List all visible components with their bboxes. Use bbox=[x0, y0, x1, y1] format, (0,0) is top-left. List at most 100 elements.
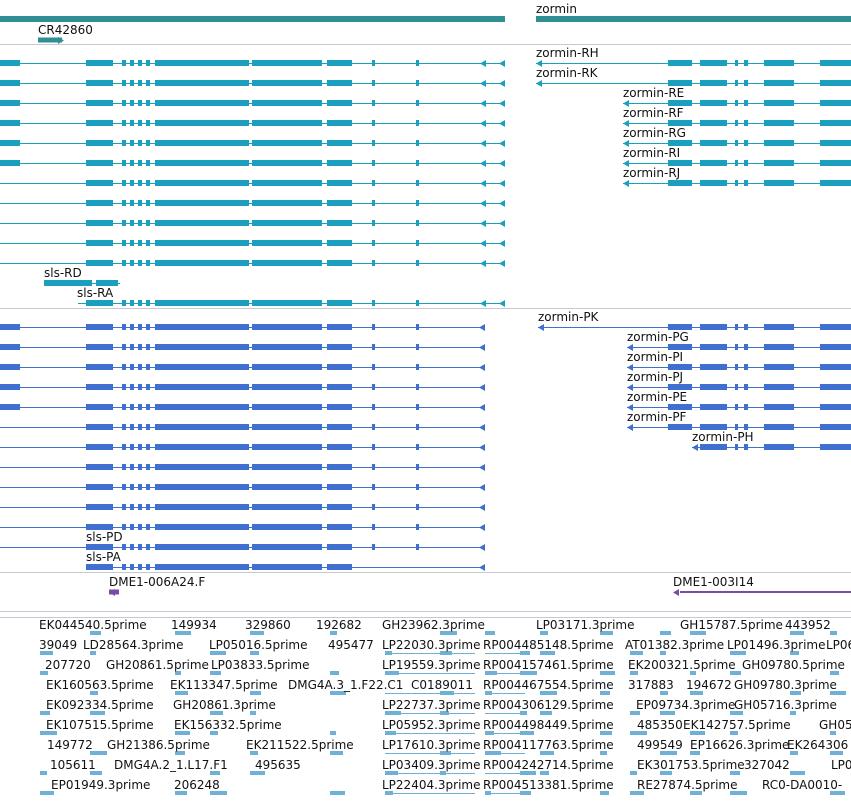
est-label[interactable]: EK092334.5prime bbox=[46, 698, 154, 712]
est-label[interactable]: RP004467554.5prime bbox=[483, 678, 614, 692]
exon-block bbox=[155, 140, 249, 146]
polypeptide-label-zormin-pe[interactable]: zormin-PE bbox=[627, 390, 688, 404]
exon-block bbox=[252, 344, 322, 350]
est-label[interactable]: 329860 bbox=[245, 618, 291, 632]
est-label[interactable]: AT01382.3prime bbox=[625, 638, 725, 652]
est-label[interactable]: EK044540.5prime bbox=[39, 618, 147, 632]
est-label[interactable]: LP03171.3prime bbox=[536, 618, 635, 632]
est-label[interactable]: 499549 bbox=[637, 738, 683, 752]
gene-label-zormin[interactable]: zormin bbox=[536, 2, 577, 16]
est-label[interactable]: LP05952.3prime bbox=[382, 718, 481, 732]
strand-arrow-left-icon bbox=[480, 180, 486, 187]
est-label[interactable]: EK211522.5prime bbox=[246, 738, 354, 752]
transcript-label-sls-rd[interactable]: sls-RD bbox=[44, 266, 82, 280]
est-label[interactable]: RP004513381.5prime bbox=[483, 778, 614, 792]
clone-label-1[interactable]: DME1-003I14 bbox=[673, 575, 754, 589]
est-label[interactable]: GH20861.3prime bbox=[173, 698, 276, 712]
est-label[interactable]: 206248 bbox=[174, 778, 220, 792]
est-label[interactable]: 194672 bbox=[686, 678, 732, 692]
transcript-label-zormin-rj[interactable]: zormin-RJ bbox=[623, 166, 681, 180]
est-glyph bbox=[520, 771, 536, 775]
est-label[interactable]: DMG4A.2_1.L17.F1 bbox=[114, 758, 228, 772]
est-label[interactable]: LP19559.3prime bbox=[382, 658, 481, 672]
transcript-label-zormin-re[interactable]: zormin-RE bbox=[623, 86, 685, 100]
est-label[interactable]: EK301753.5prime bbox=[637, 758, 745, 772]
est-label[interactable]: RP004306129.5prime bbox=[483, 698, 614, 712]
est-label[interactable]: 495635 bbox=[255, 758, 301, 772]
est-label[interactable]: EK142757.5prime bbox=[683, 718, 791, 732]
est-label[interactable]: RP004485148.5prime bbox=[483, 638, 614, 652]
polypeptide-label-zormin-pg[interactable]: zormin-PG bbox=[627, 330, 689, 344]
est-label[interactable]: 105611 bbox=[50, 758, 96, 772]
est-label[interactable]: GH23962.3prime bbox=[382, 618, 485, 632]
est-label[interactable]: LP22737.3prime bbox=[382, 698, 481, 712]
est-label[interactable]: GH09780.5prime bbox=[742, 658, 845, 672]
est-label[interactable]: RC0-DA0010- bbox=[762, 778, 843, 792]
est-label[interactable]: EP16626.3prime bbox=[690, 738, 790, 752]
transcript-label-zormin-rh[interactable]: zormin-RH bbox=[536, 46, 599, 60]
est-label[interactable]: EP09734.3prime bbox=[636, 698, 736, 712]
est-label[interactable]: RP004242714.5prime bbox=[483, 758, 614, 772]
polypeptide-label-zormin-pf[interactable]: zormin-PF bbox=[627, 410, 687, 424]
exon-block bbox=[252, 300, 322, 306]
est-label[interactable]: 485350 bbox=[637, 718, 683, 732]
est-label[interactable]: GH20861.5prime bbox=[106, 658, 209, 672]
est-label[interactable]: 443952 bbox=[785, 618, 831, 632]
transcript-label-zormin-ri[interactable]: zormin-RI bbox=[623, 146, 681, 160]
transcript-label-zormin-rk[interactable]: zormin-RK bbox=[536, 66, 598, 80]
est-label[interactable]: LP17610.3prime bbox=[382, 738, 481, 752]
transcript-label-zormin-rg[interactable]: zormin-RG bbox=[623, 126, 686, 140]
est-label[interactable]: EK264306 bbox=[787, 738, 849, 752]
est-label[interactable]: 327042 bbox=[744, 758, 790, 772]
est-label[interactable]: LP22404.3prime bbox=[382, 778, 481, 792]
gene-label-cr42860[interactable]: CR42860 bbox=[38, 23, 93, 37]
est-label[interactable]: 495477 bbox=[328, 638, 374, 652]
est-label[interactable]: GH05 bbox=[819, 718, 851, 732]
est-label[interactable]: EP01949.3prime bbox=[51, 778, 151, 792]
est-label[interactable]: GH21386.5prime bbox=[107, 738, 210, 752]
est-label[interactable]: 207720 bbox=[45, 658, 91, 672]
est-label[interactable]: 149934 bbox=[171, 618, 217, 632]
est-glyph bbox=[730, 731, 738, 735]
transcript-label-sls-ra[interactable]: sls-RA bbox=[77, 286, 114, 300]
est-label[interactable]: EK107515.5prime bbox=[46, 718, 154, 732]
est-label[interactable]: LP06 bbox=[826, 638, 851, 652]
polypeptide-label-sls-pd[interactable]: sls-PD bbox=[86, 530, 123, 544]
est-label[interactable]: LP03833.5prime bbox=[211, 658, 310, 672]
clone-label-0[interactable]: DME1-006A24.F bbox=[109, 575, 206, 589]
polypeptide-label-zormin-pk[interactable]: zormin-PK bbox=[538, 310, 599, 324]
est-label[interactable]: LD28564.3prime bbox=[83, 638, 184, 652]
exon-block bbox=[327, 240, 352, 246]
est-label[interactable]: EK156332.5prime bbox=[174, 718, 282, 732]
est-label[interactable]: RP004117763.5prime bbox=[483, 738, 614, 752]
est-label[interactable]: LP03409.3prime bbox=[382, 758, 481, 772]
est-label[interactable]: 317883 bbox=[628, 678, 674, 692]
est-label[interactable]: DMG4A.3_1.F22.C1 bbox=[288, 678, 404, 692]
est-label[interactable]: RE27874.5prime bbox=[637, 778, 738, 792]
est-label[interactable]: LP22030.3prime bbox=[382, 638, 481, 652]
polypeptide-label-zormin-pj[interactable]: zormin-PJ bbox=[627, 370, 684, 384]
exon-block bbox=[252, 100, 322, 106]
est-label[interactable]: GH05716.3prime bbox=[734, 698, 837, 712]
est-label[interactable]: EK113347.5prime bbox=[170, 678, 278, 692]
exon-block bbox=[86, 364, 113, 370]
est-label[interactable]: GH15787.5prime bbox=[680, 618, 783, 632]
exon-block bbox=[155, 240, 249, 246]
est-label[interactable]: EK200321.5prime bbox=[628, 658, 736, 672]
est-label[interactable]: EK160563.5prime bbox=[46, 678, 154, 692]
polypeptide-label-zormin-ph[interactable]: zormin-PH bbox=[692, 430, 754, 444]
est-label[interactable]: 149772 bbox=[47, 738, 93, 752]
est-label[interactable]: C0189011 bbox=[411, 678, 473, 692]
polypeptide-label-sls-pa[interactable]: sls-PA bbox=[86, 550, 121, 564]
est-label[interactable]: RP004157461.5prime bbox=[483, 658, 614, 672]
transcript-label-zormin-rf[interactable]: zormin-RF bbox=[623, 106, 684, 120]
est-label[interactable]: RP004498449.5prime bbox=[483, 718, 614, 732]
est-label[interactable]: LP0 bbox=[831, 758, 851, 772]
est-label[interactable]: 39049 bbox=[39, 638, 78, 652]
est-label[interactable]: LP05016.5prime bbox=[209, 638, 308, 652]
est-label[interactable]: LP01496.3prime bbox=[727, 638, 826, 652]
est-label[interactable]: GH09780.3prime bbox=[734, 678, 837, 692]
est-label[interactable]: 192682 bbox=[316, 618, 362, 632]
polypeptide-label-zormin-pi[interactable]: zormin-PI bbox=[627, 350, 684, 364]
exon-block bbox=[327, 464, 352, 470]
